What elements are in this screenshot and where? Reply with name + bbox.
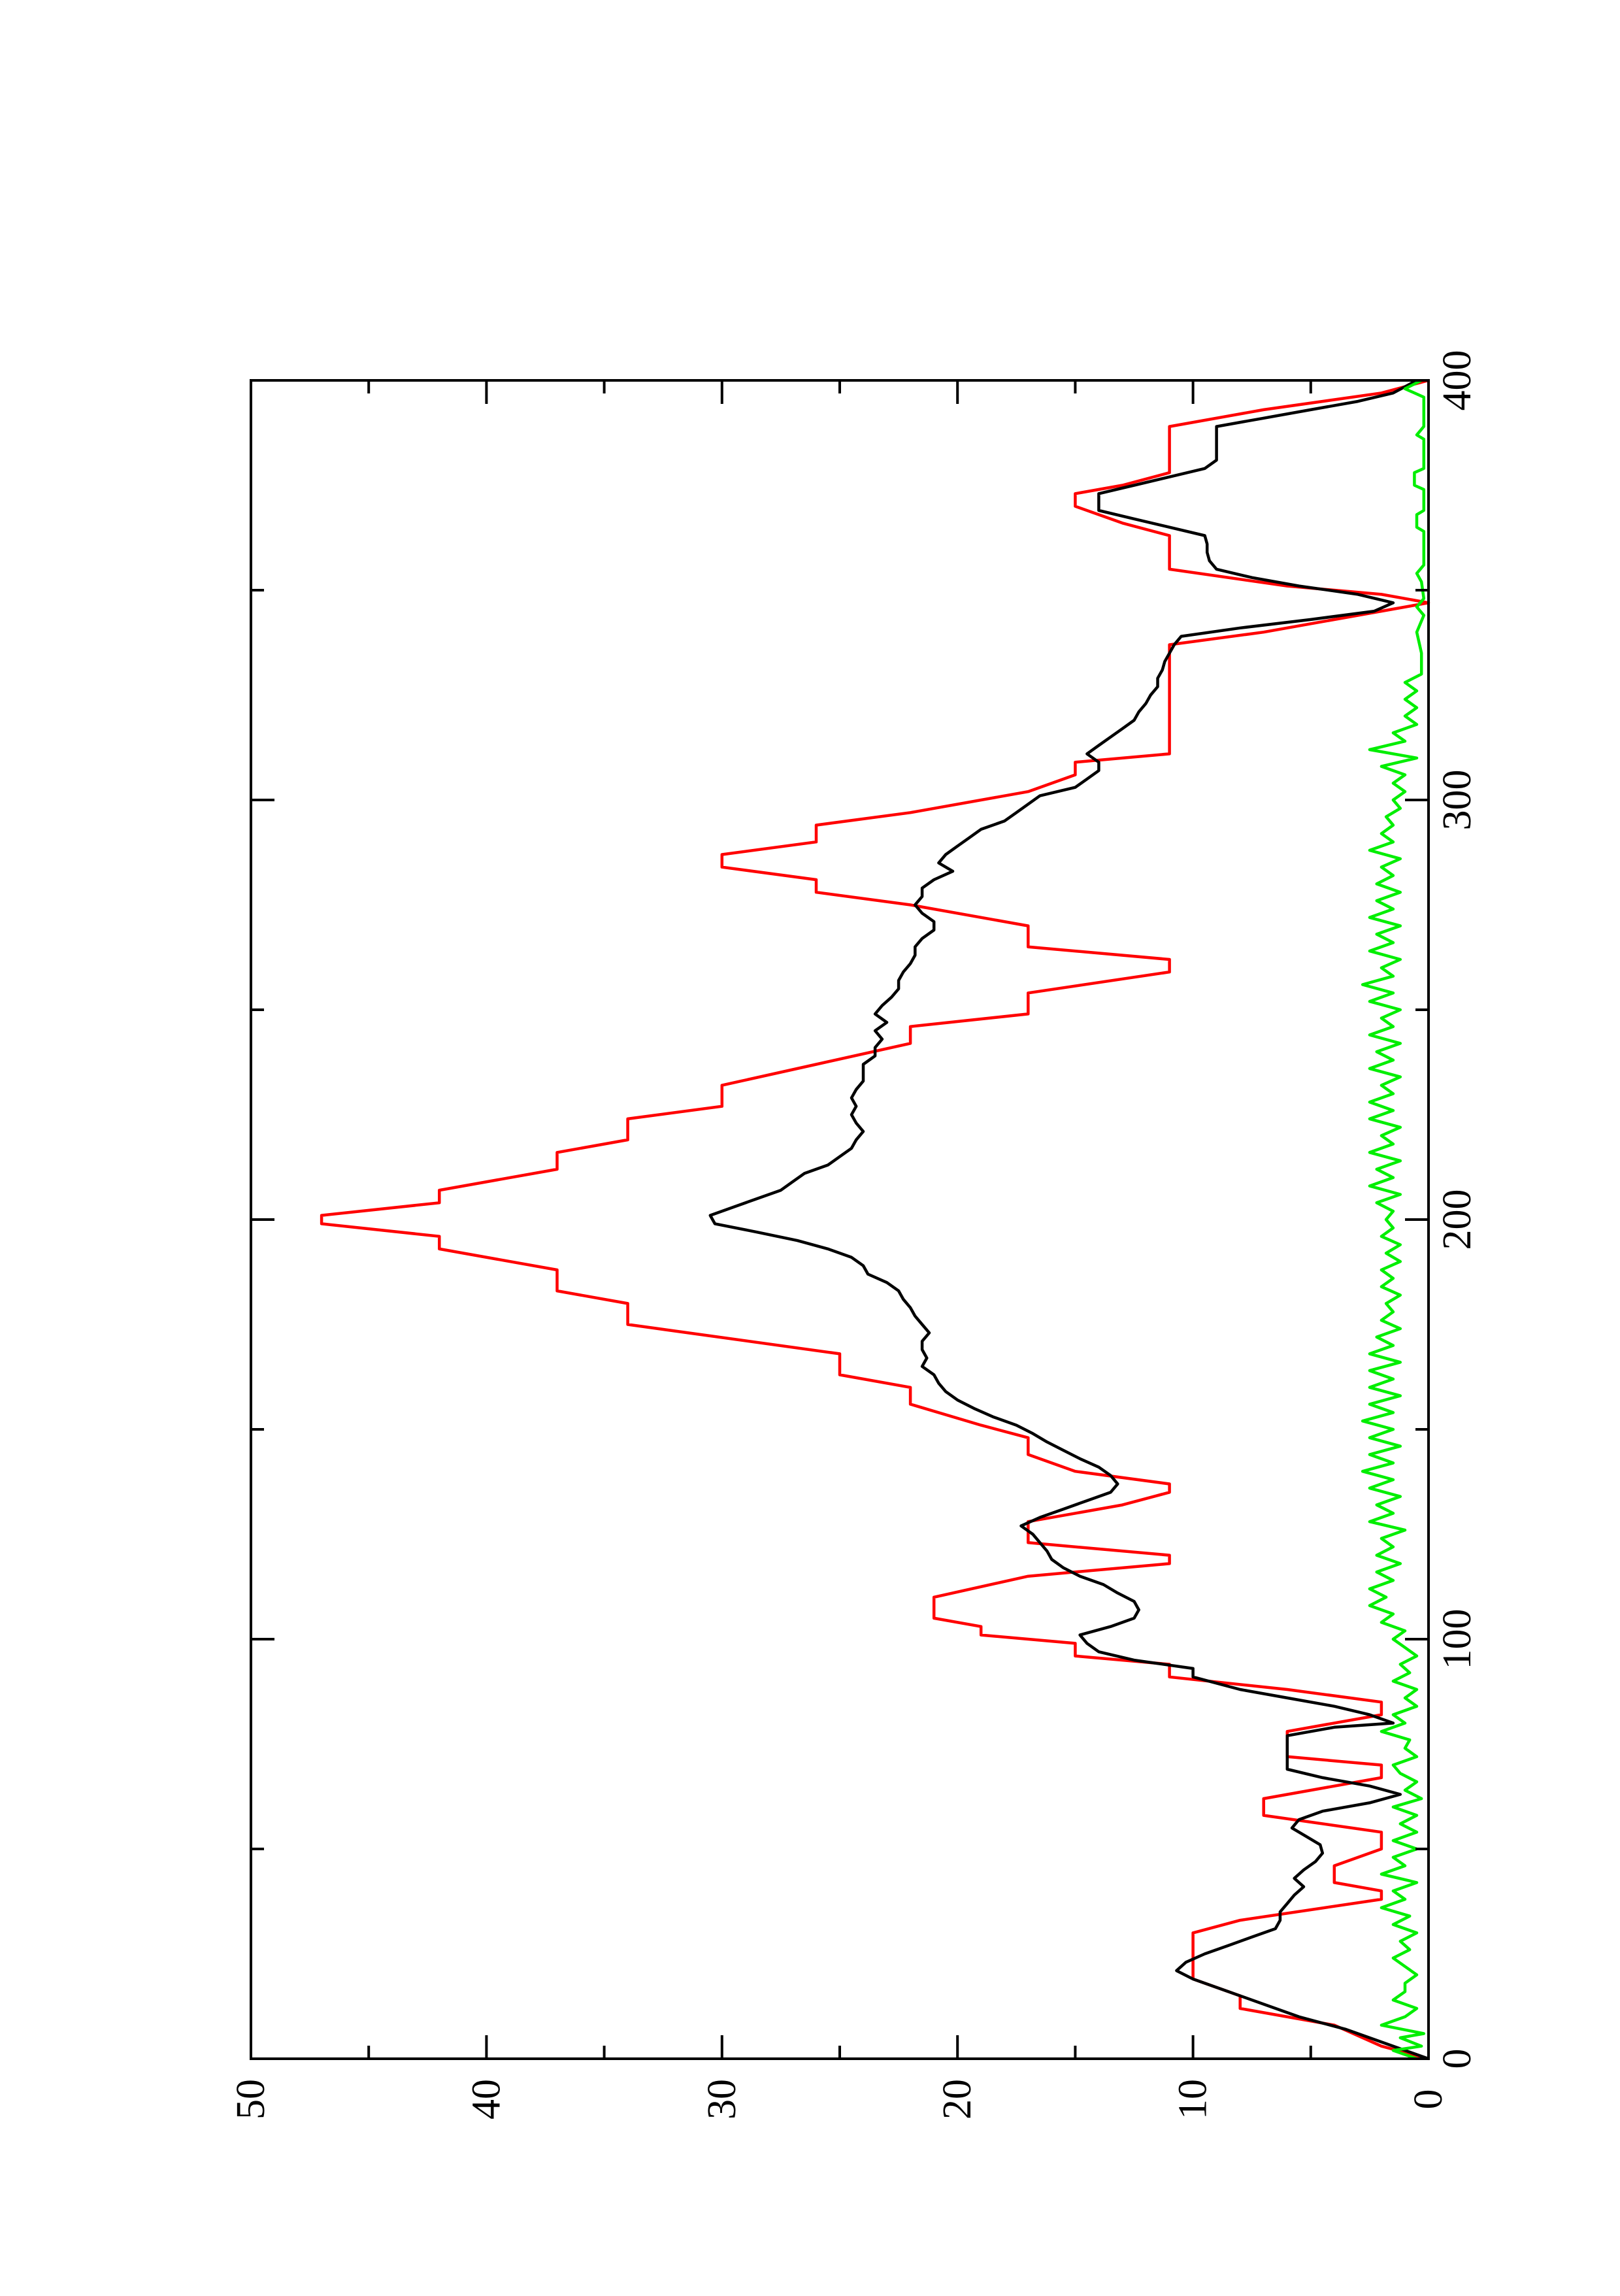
series-layer	[320, 378, 1430, 2061]
series-line-1	[320, 378, 1430, 2061]
y-tick-label-1: 10	[1171, 2079, 1215, 2120]
x-tick-label-0: 0	[1435, 2049, 1479, 2069]
tick-layer	[250, 379, 1430, 2060]
x-tick-label-2: 200	[1435, 1190, 1479, 1250]
y-tick-label-5: 50	[229, 2079, 273, 2120]
y-tick-label-0: 0	[1406, 2089, 1451, 2110]
y-tick-label-3: 30	[700, 2079, 744, 2120]
x-tick-label-3: 300	[1435, 770, 1479, 831]
x-tick-label-4: 400	[1435, 350, 1479, 411]
series-line-2	[708, 379, 1429, 2061]
series-line-3	[1361, 378, 1426, 2061]
y-tick-label-2: 20	[935, 2079, 980, 2120]
plot-frame	[250, 379, 1430, 2060]
x-tick-label-1: 100	[1435, 1609, 1479, 1670]
tick-label-layer: 0 100 200 300 400 0 10 20 30 40 50	[229, 350, 1479, 2120]
y-tick-label-4: 40	[464, 2079, 508, 2120]
